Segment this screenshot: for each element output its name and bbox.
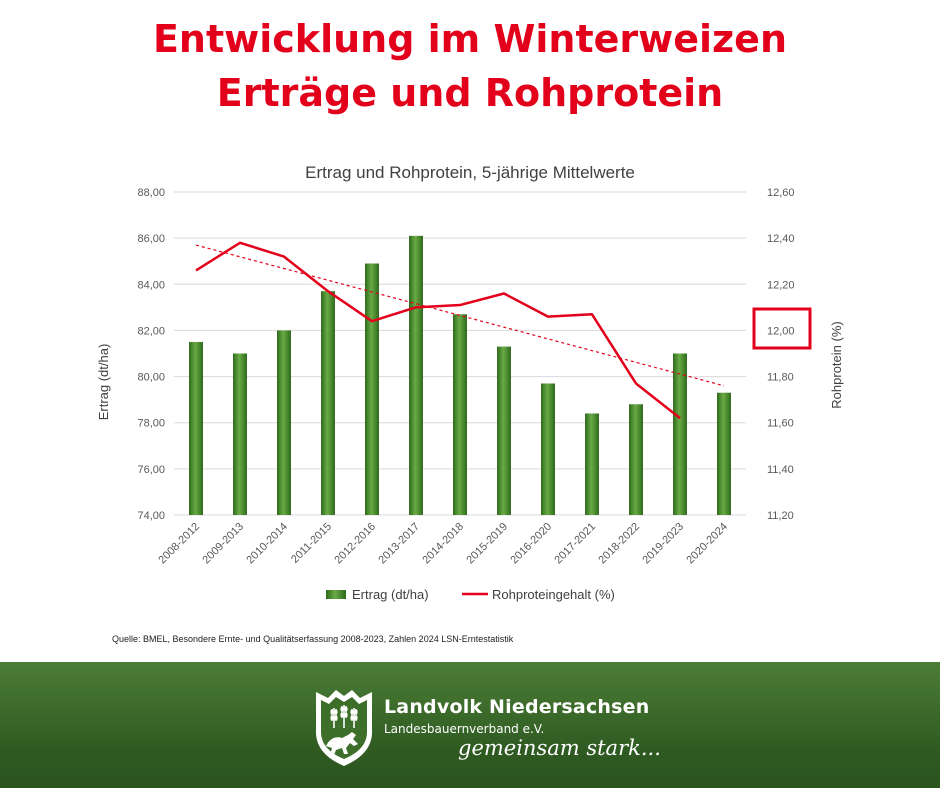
bar	[717, 392, 731, 515]
x-tick: 2012-2016	[332, 521, 378, 567]
y-tick-right: 11,80	[767, 372, 794, 384]
bar	[629, 404, 643, 515]
brand-name: Landvolk Niedersachsen	[384, 696, 650, 718]
y-tick-left: 88,00	[137, 187, 165, 199]
x-tick: 2013-2017	[376, 521, 422, 567]
x-tick: 2020-2024	[684, 521, 730, 567]
bar	[585, 413, 599, 515]
bar	[233, 353, 247, 515]
y-axis-title-left: Ertrag (dt/ha)	[96, 344, 111, 421]
x-tick: 2011-2015	[289, 521, 334, 566]
y-tick-right: 12,60	[767, 187, 795, 199]
trendline	[195, 244, 725, 387]
source-note: Quelle: BMEL, Besondere Ernte- und Quali…	[112, 634, 514, 644]
bar	[277, 330, 291, 515]
brand-slogan: gemeinsam stark...	[458, 736, 661, 760]
legend-bar-label: Ertrag (dt/ha)	[352, 587, 429, 602]
y-tick-right: 12,40	[767, 233, 795, 245]
line-series	[195, 241, 725, 420]
x-tick: 2010-2014	[244, 521, 290, 567]
x-tick: 2009-2013	[200, 521, 246, 567]
left-axis-ticks: 74,00 76,00 78,00 80,00 82,00 84,00 86,00 88,00	[137, 187, 165, 522]
chart-title: Ertrag und Rohprotein, 5-jährige Mittelw…	[305, 163, 635, 182]
chart: Ertrag und Rohprotein, 5-jährige Mittelw…	[96, 163, 844, 602]
bar	[189, 341, 203, 515]
x-tick: 2014-2018	[420, 521, 466, 567]
y-tick-left: 84,00	[137, 279, 165, 291]
right-axis-ticks: 11,20 11,40 11,60 11,80 12,00 12,20 12,40 12,60	[767, 187, 795, 522]
y-tick-left: 76,00	[137, 464, 165, 476]
y-tick-left: 86,00	[137, 233, 165, 245]
y-tick-right: 11,40	[767, 464, 794, 476]
x-tick: 2015-2019	[464, 521, 510, 567]
y-tick-right: 11,20	[767, 510, 794, 522]
bar	[497, 346, 511, 515]
bar	[365, 263, 379, 515]
x-tick: 2008-2012	[156, 521, 202, 567]
footer-bar: Landvolk Niedersachsen Landesbauernverba…	[0, 662, 940, 788]
bar	[453, 314, 467, 515]
y-tick-right: 12,20	[767, 279, 795, 291]
y-tick-left: 82,00	[137, 325, 165, 337]
bar	[409, 235, 423, 516]
y-tick-right: 12,00	[767, 325, 795, 337]
x-tick: 2018-2022	[596, 521, 642, 567]
protein-line	[195, 241, 681, 420]
x-tick: 2017-2021	[552, 521, 598, 567]
y-tick-left: 80,00	[137, 372, 165, 384]
legend-line-label: Rohproteingehalt (%)	[492, 587, 615, 602]
headline-line-2: Erträge und Rohprotein	[216, 71, 724, 115]
y-axis-title-right: Rohprotein (%)	[829, 321, 844, 408]
brand-subtitle: Landesbauernverband e.V.	[384, 722, 545, 736]
bar-series	[189, 235, 731, 516]
y-tick-left: 78,00	[137, 418, 165, 430]
highlight-box	[752, 307, 812, 350]
headline-line-1: Entwicklung im Winterweizen	[152, 17, 788, 61]
legend-bar-swatch	[326, 590, 346, 599]
bar	[541, 383, 555, 515]
x-tick: 2019-2023	[640, 521, 686, 567]
bar	[321, 291, 335, 515]
bar	[673, 353, 687, 515]
x-tick: 2016-2020	[508, 521, 554, 567]
x-axis-ticks: 2008-20122009-20132010-20142011-20152012…	[156, 521, 730, 567]
legend: Ertrag (dt/ha) Rohproteingehalt (%)	[326, 587, 615, 602]
landvolk-shield-logo-icon	[316, 690, 372, 766]
y-tick-right: 11,60	[767, 418, 794, 430]
y-tick-left: 74,00	[137, 510, 165, 522]
